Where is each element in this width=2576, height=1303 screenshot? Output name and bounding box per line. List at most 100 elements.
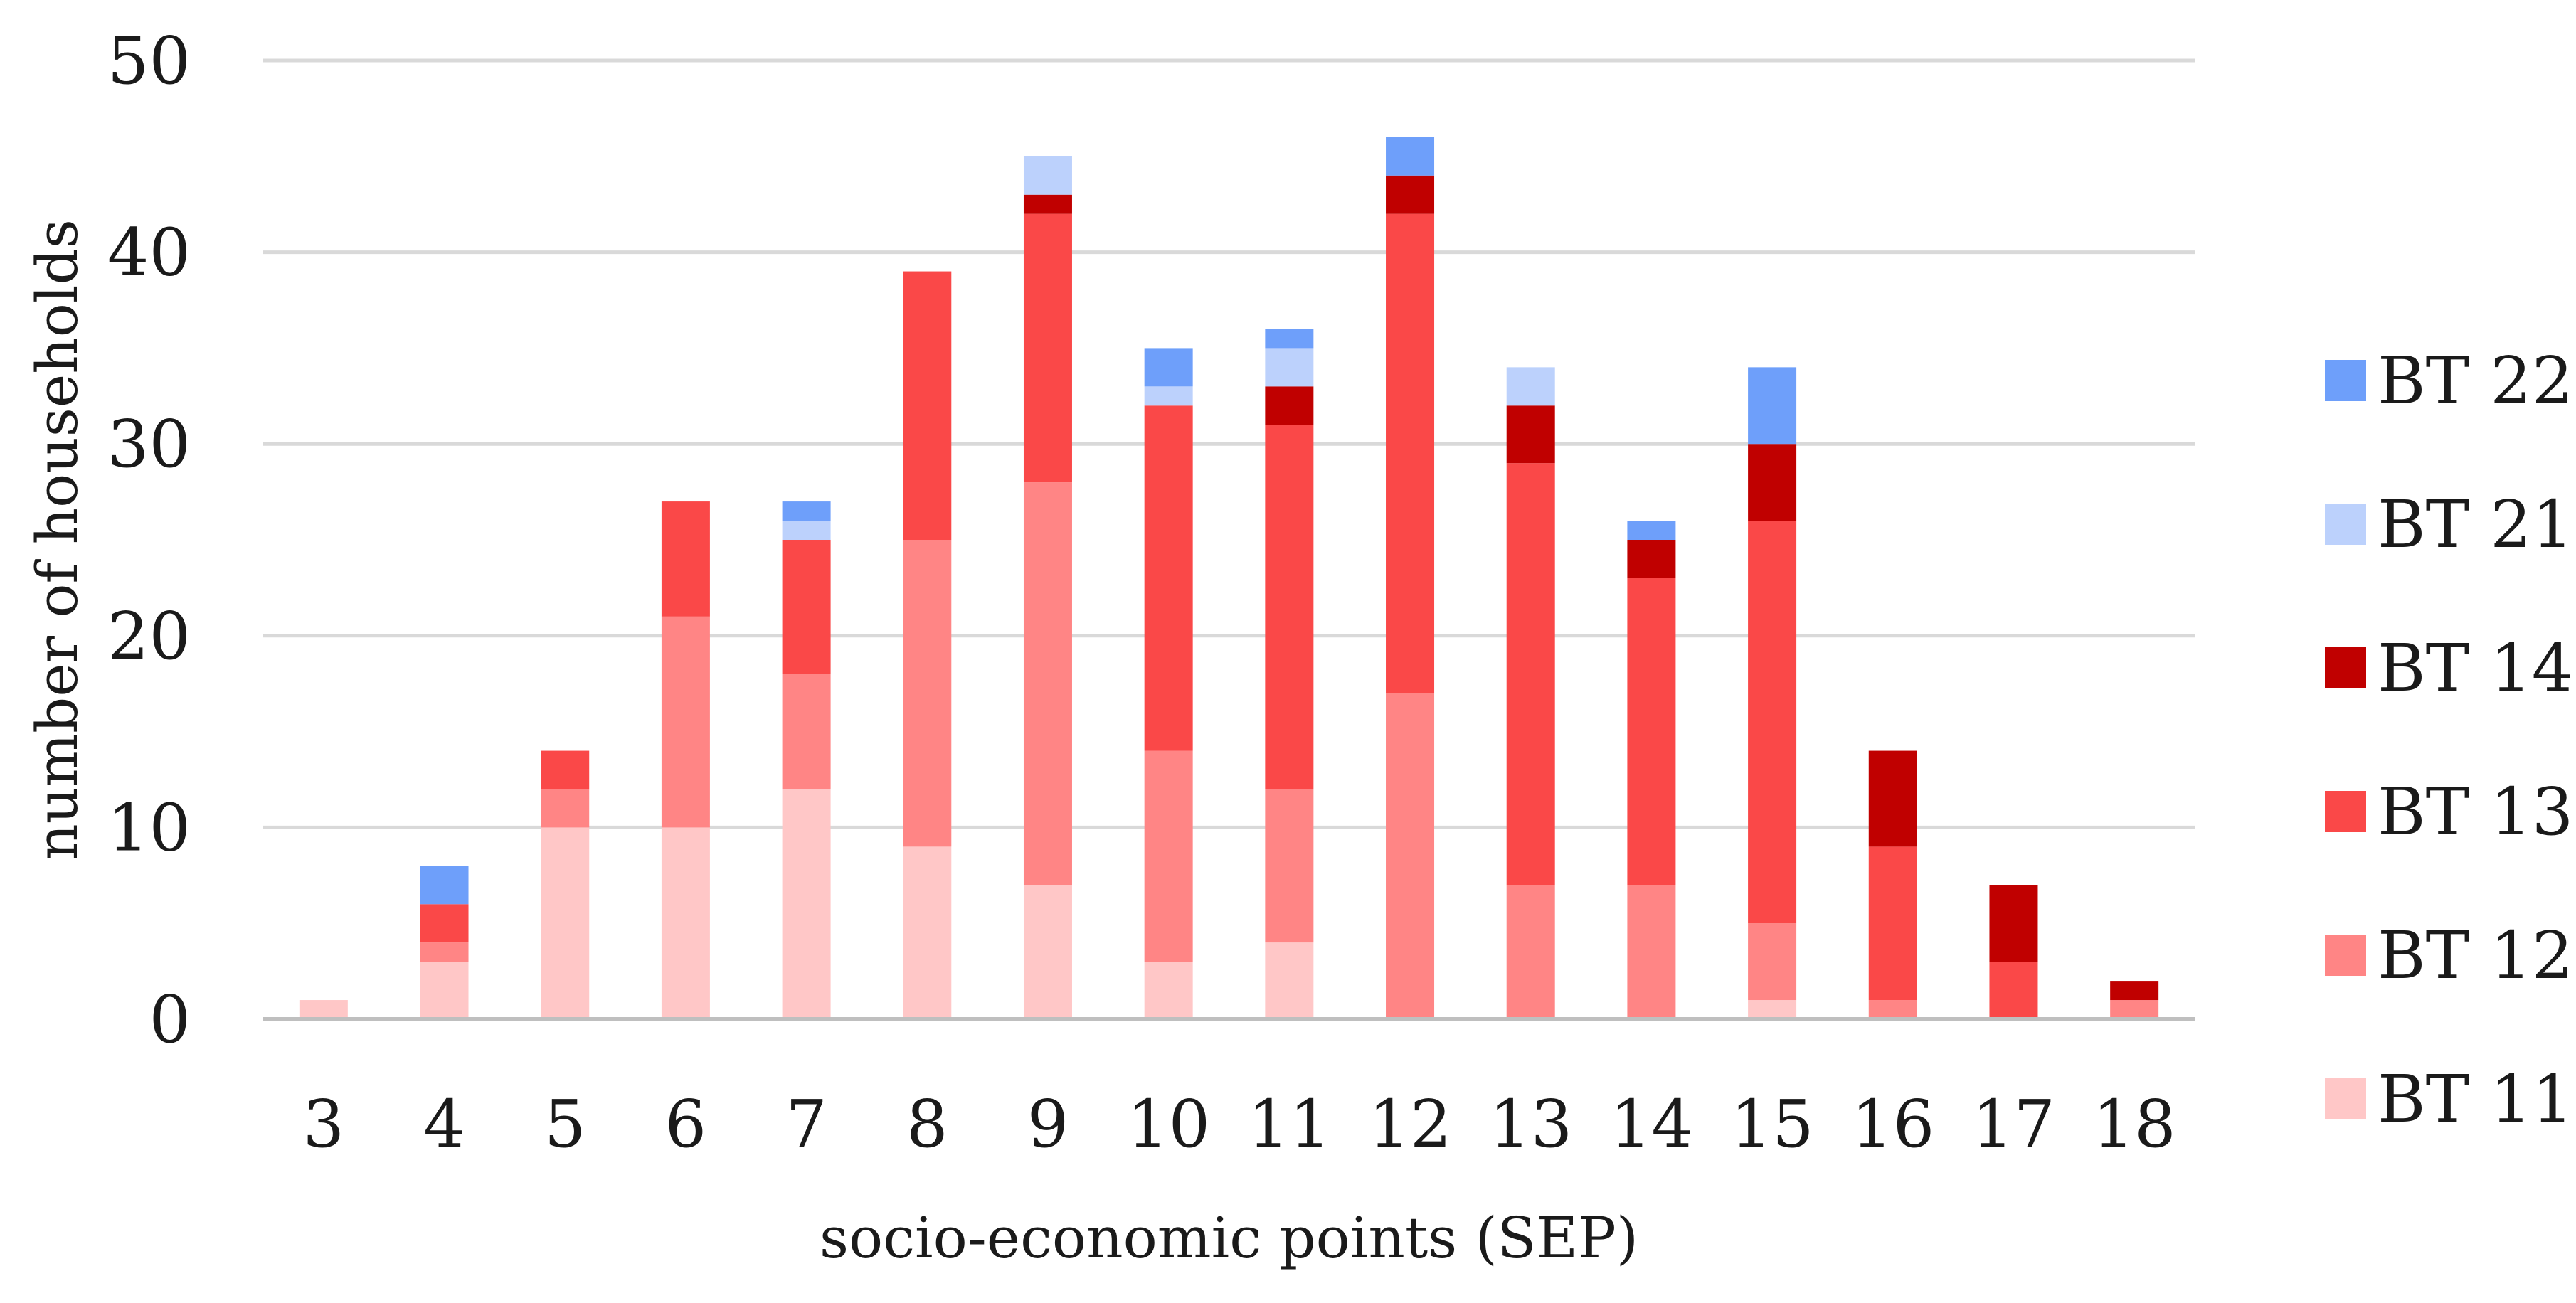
x-tick-label: 13	[1489, 1086, 1572, 1162]
bar-segment-bt-12-sep-16	[1868, 1000, 1917, 1019]
x-axis-title: socio-economic points (SEP)	[820, 1205, 1638, 1271]
x-tick-label: 10	[1127, 1086, 1210, 1162]
bar-segment-bt-11-sep-15	[1748, 1000, 1797, 1019]
bar-segment-bt-13-sep-13	[1506, 463, 1555, 885]
x-tick-label: 5	[544, 1086, 586, 1162]
x-tick-label: 11	[1248, 1086, 1331, 1162]
legend-swatch-bt-14	[2325, 647, 2366, 688]
bar-segment-bt-12-sep-18	[2110, 1000, 2159, 1019]
x-tick-label: 17	[1972, 1086, 2055, 1162]
y-axis-ticks: 0 10 20 30 40 50	[107, 23, 191, 1058]
y-tick-label: 0	[149, 982, 191, 1058]
bar-segment-bt-13-sep-7	[782, 540, 831, 674]
gridlines	[263, 58, 2195, 829]
legend: BT 22 BT 21 BT 14 BT 13 BT 12 BT 11	[2325, 343, 2573, 1137]
bar-segment-bt-13-sep-14	[1627, 578, 1676, 885]
bars	[299, 137, 2159, 1019]
bar-segment-bt-13-sep-6	[661, 501, 710, 617]
bar-segment-bt-13-sep-11	[1265, 425, 1314, 789]
bar-segment-bt-12-sep-15	[1748, 923, 1797, 1001]
y-tick-label: 20	[107, 598, 191, 674]
x-tick-label: 8	[906, 1086, 948, 1162]
bar-segment-bt-22-sep-15	[1748, 367, 1797, 445]
legend-label: BT 21	[2378, 486, 2573, 563]
bar-segment-bt-12-sep-11	[1265, 789, 1314, 943]
legend-label: BT 12	[2378, 918, 2573, 994]
x-tick-label: 16	[1851, 1086, 1934, 1162]
x-tick-label: 9	[1027, 1086, 1069, 1162]
bar-segment-bt-12-sep-9	[1023, 482, 1072, 885]
legend-swatch-bt-12	[2325, 935, 2366, 976]
y-tick-label: 40	[107, 215, 191, 291]
bar-segment-bt-14-sep-16	[1868, 750, 1917, 847]
bar-segment-bt-12-sep-7	[782, 674, 831, 789]
x-tick-label: 12	[1368, 1086, 1451, 1162]
x-tick-label: 15	[1731, 1086, 1814, 1162]
bar-segment-bt-11-sep-11	[1265, 942, 1314, 1019]
bar-segment-bt-14-sep-9	[1023, 194, 1072, 214]
bar-segment-bt-21-sep-11	[1265, 348, 1314, 387]
bar-segment-bt-22-sep-14	[1627, 521, 1676, 540]
bar-segment-bt-13-sep-8	[903, 271, 952, 540]
legend-label: BT 11	[2378, 1061, 2573, 1137]
x-axis-ticks: 3 4 5 6 7 8 9 10 11 12 13 14 15 16 17 18	[303, 1086, 2176, 1162]
bar-segment-bt-13-sep-15	[1748, 521, 1797, 924]
bar-segment-bt-14-sep-12	[1386, 175, 1435, 214]
bar-segment-bt-12-sep-8	[903, 540, 952, 847]
y-tick-label: 50	[107, 23, 191, 99]
x-tick-label: 6	[665, 1086, 707, 1162]
bar-segment-bt-11-sep-7	[782, 789, 831, 1019]
bar-segment-bt-14-sep-14	[1627, 540, 1676, 578]
legend-swatch-bt-13	[2325, 791, 2366, 832]
y-tick-label: 10	[107, 789, 191, 866]
bar-segment-bt-14-sep-13	[1506, 405, 1555, 464]
x-tick-label: 14	[1610, 1086, 1693, 1162]
x-tick-label: 7	[785, 1086, 827, 1162]
bar-segment-bt-13-sep-12	[1386, 213, 1435, 693]
bar-segment-bt-11-sep-8	[903, 846, 952, 1019]
bar-segment-bt-14-sep-11	[1265, 386, 1314, 425]
x-tick-label: 3	[303, 1086, 345, 1162]
bar-segment-bt-12-sep-14	[1627, 885, 1676, 1019]
bar-segment-bt-11-sep-10	[1144, 962, 1193, 1019]
bar-segment-bt-12-sep-13	[1506, 885, 1555, 1019]
bar-segment-bt-11-sep-3	[299, 1000, 348, 1019]
bar-segment-bt-12-sep-12	[1386, 693, 1435, 1019]
bar-segment-bt-13-sep-9	[1023, 213, 1072, 483]
bar-segment-bt-22-sep-12	[1386, 137, 1435, 176]
bar-segment-bt-13-sep-5	[541, 750, 590, 789]
bar-segment-bt-11-sep-5	[541, 827, 590, 1019]
legend-label: BT 13	[2378, 774, 2573, 850]
bar-segment-bt-12-sep-6	[661, 616, 710, 828]
legend-swatch-bt-11	[2325, 1078, 2366, 1119]
bar-segment-bt-13-sep-4	[420, 904, 469, 943]
legend-swatch-bt-21	[2325, 504, 2366, 545]
bar-segment-bt-14-sep-15	[1748, 444, 1797, 521]
bar-segment-bt-22-sep-4	[420, 866, 469, 905]
bar-segment-bt-21-sep-9	[1023, 156, 1072, 195]
legend-swatch-bt-22	[2325, 360, 2366, 401]
y-tick-label: 30	[107, 406, 191, 482]
bar-segment-bt-22-sep-10	[1144, 348, 1193, 387]
bar-segment-bt-12-sep-5	[541, 789, 590, 828]
bar-segment-bt-22-sep-11	[1265, 329, 1314, 349]
bar-segment-bt-11-sep-9	[1023, 885, 1072, 1019]
bar-segment-bt-12-sep-10	[1144, 750, 1193, 962]
bar-segment-bt-14-sep-18	[2110, 981, 2159, 1001]
bar-segment-bt-11-sep-6	[661, 827, 710, 1019]
y-axis-title: number of households	[24, 219, 90, 860]
bar-segment-bt-13-sep-17	[1989, 962, 2038, 1019]
bar-segment-bt-13-sep-16	[1868, 846, 1917, 1001]
bar-segment-bt-14-sep-17	[1989, 885, 2038, 962]
bar-segment-bt-12-sep-4	[420, 942, 469, 962]
bar-segment-bt-21-sep-7	[782, 521, 831, 540]
x-tick-label: 4	[423, 1086, 465, 1162]
bar-segment-bt-22-sep-7	[782, 501, 831, 521]
bar-segment-bt-21-sep-10	[1144, 386, 1193, 406]
x-tick-label: 18	[2093, 1086, 2176, 1162]
legend-label: BT 22	[2378, 343, 2573, 419]
bar-segment-bt-11-sep-4	[420, 962, 469, 1019]
bar-segment-bt-21-sep-13	[1506, 367, 1555, 406]
legend-label: BT 14	[2378, 630, 2573, 706]
